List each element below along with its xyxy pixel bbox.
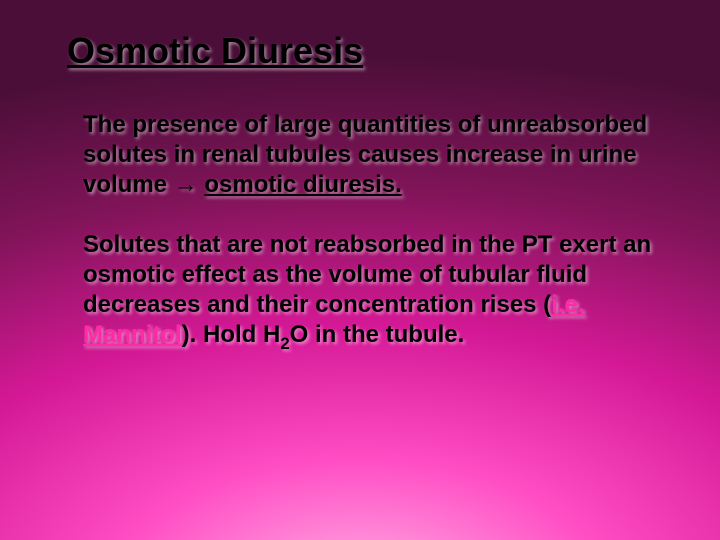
paragraph-2: Solutes that are not reabsorbed in the P… (83, 230, 665, 354)
para1-term-osmotic-diuresis: osmotic diuresis. (204, 171, 401, 198)
slide-container: Osmotic Diuresis The presence of large q… (0, 0, 720, 540)
arrow-icon: → (174, 171, 198, 198)
para2-subscript-2: 2 (280, 334, 289, 353)
paragraph-1: The presence of large quantities of unre… (83, 110, 665, 200)
slide-title: Osmotic Diuresis (67, 30, 665, 72)
para2-text-b: ). Hold H (182, 321, 281, 348)
para2-text-c: O in the tubule. (290, 321, 465, 348)
